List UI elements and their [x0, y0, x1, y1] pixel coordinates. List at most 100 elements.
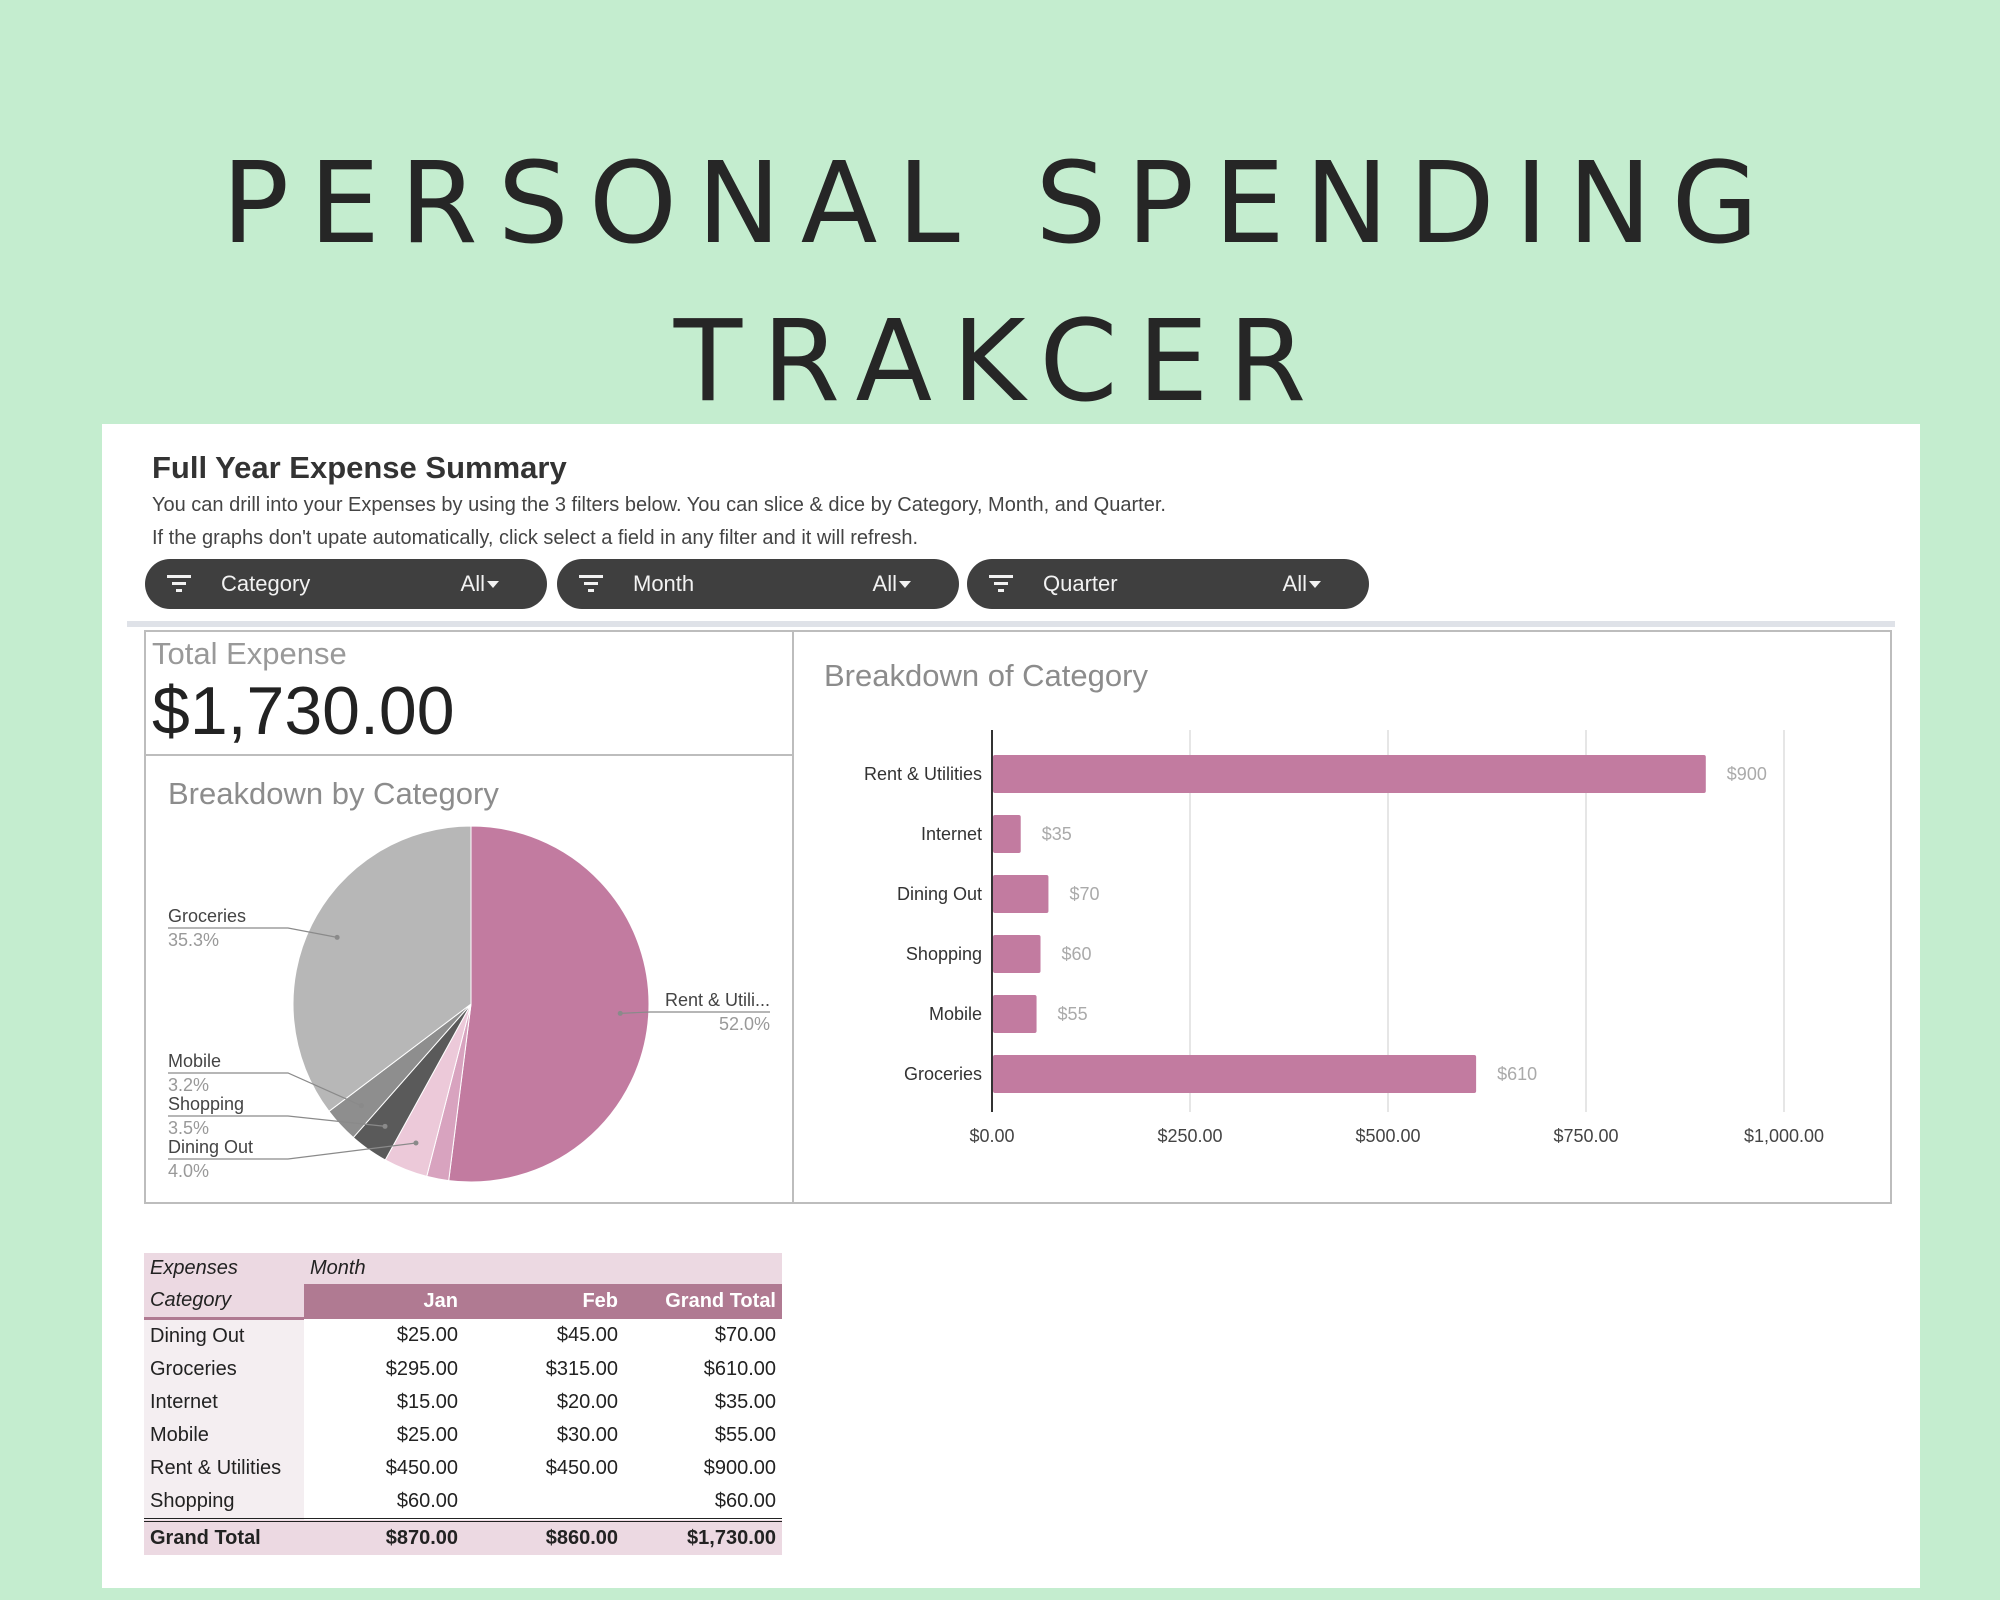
pivot-row-header: Category	[144, 1284, 304, 1320]
pivot-row-category: Rent & Utilities	[144, 1452, 304, 1485]
pie-chart-title: Breakdown by Category	[168, 776, 499, 811]
bar-value-label: $35	[1042, 824, 1072, 844]
bar-value-label: $60	[1062, 944, 1092, 964]
caret-down-icon[interactable]	[487, 581, 499, 588]
bar-value-label: $70	[1069, 884, 1099, 904]
pivot-cell: $450.00	[545, 1457, 618, 1479]
total-expense-label: Total Expense	[152, 636, 347, 671]
pie-slice-label: Groceries	[168, 906, 246, 926]
y-category-label: Dining Out	[897, 884, 982, 904]
pie-slice-label: Rent & Utili...	[665, 990, 770, 1010]
bar[interactable]	[993, 995, 1037, 1033]
pie-leader-dot	[413, 1140, 419, 1146]
pivot-total-cell: $870.00	[304, 1518, 464, 1555]
pivot-column-group-label: Month	[304, 1253, 782, 1284]
filter-month[interactable]: Month All	[557, 559, 959, 609]
x-tick-label: $500.00	[1355, 1126, 1420, 1146]
pivot-cell: $55.00	[714, 1424, 776, 1446]
pie-slice-percent: 3.2%	[168, 1075, 209, 1095]
pie-slice[interactable]	[292, 825, 472, 1113]
bar[interactable]	[993, 1055, 1477, 1093]
pie-slice-label: Mobile	[168, 1051, 221, 1071]
x-tick-label: $0.00	[969, 1126, 1014, 1146]
filter-category-label: Category	[221, 571, 311, 596]
pivot-corner-label: Expenses	[144, 1253, 304, 1284]
pivot-column-header: Feb	[464, 1284, 624, 1319]
pie-leader-line	[168, 1142, 417, 1160]
pivot-total-cell: $1,730.00	[624, 1518, 782, 1555]
sheet-title: Full Year Expense Summary	[152, 450, 567, 485]
y-category-label: Shopping	[906, 944, 982, 964]
filter-quarter-value[interactable]: All	[1282, 571, 1307, 596]
pivot-cell: $25.00	[396, 1424, 458, 1446]
bar-value-label: $55	[1058, 1004, 1088, 1024]
pie-slice[interactable]	[448, 825, 650, 1183]
headline-line-1: PERSONAL SPENDING	[221, 139, 1779, 269]
pivot-row: Shopping $60.00 $60.00	[144, 1485, 782, 1520]
pie-chart-panel: Breakdown by Category Rent & Utili... 52.…	[144, 754, 794, 1204]
filter-category-value[interactable]: All	[460, 571, 485, 596]
pivot-row-category: Groceries	[144, 1353, 304, 1386]
bar-chart-title: Breakdown of Category	[824, 658, 1148, 693]
filter-category[interactable]: Category All	[145, 559, 547, 609]
headline-line-2: TRAKCER	[673, 297, 1327, 427]
caret-down-icon[interactable]	[899, 581, 911, 588]
y-category-label: Internet	[921, 824, 982, 844]
bar-value-label: $900	[1727, 764, 1767, 784]
pie-leader-dot	[334, 934, 340, 940]
pivot-row: Rent & Utilities $450.00 $450.00 $900.00	[144, 1452, 782, 1485]
pivot-total-label: Grand Total	[144, 1518, 304, 1555]
bar[interactable]	[993, 755, 1706, 793]
y-category-label: Mobile	[929, 1004, 982, 1024]
pie-slice-percent: 35.3%	[168, 930, 219, 950]
pie-slice-label: Shopping	[168, 1094, 244, 1114]
pivot-cell: $450.00	[385, 1457, 458, 1479]
total-expense-card: Total Expense $1,730.00	[144, 630, 794, 756]
filter-month-label: Month	[633, 571, 695, 596]
filter-month-value[interactable]: All	[872, 571, 897, 596]
pivot-cell: $610.00	[703, 1358, 776, 1380]
pie-slice-percent: 4.0%	[168, 1161, 209, 1181]
bar[interactable]	[993, 815, 1021, 853]
bar[interactable]	[993, 935, 1041, 973]
pivot-cell: $30.00	[556, 1424, 618, 1446]
x-tick-label: $1,000.00	[1744, 1126, 1824, 1146]
pivot-cell: $20.00	[556, 1391, 618, 1413]
pivot-row-category: Shopping	[144, 1485, 304, 1520]
pivot-cell	[464, 1485, 624, 1520]
bar-chart-panel: Breakdown of Category $0.00 $250.00 $500.0…	[792, 630, 1892, 1204]
bar-value-label: $610	[1497, 1064, 1537, 1084]
filter-quarter-label: Quarter	[1043, 571, 1118, 596]
pivot-column-header: Grand Total	[624, 1284, 782, 1319]
pie-slice-label: Dining Out	[168, 1137, 253, 1157]
bar-chart: $0.00 $250.00 $500.00 $750.00 $1,000.00 Rent …	[864, 730, 1824, 1146]
filter-icon	[167, 575, 191, 592]
pivot-cell: $25.00	[396, 1324, 458, 1347]
pivot-row: Groceries $295.00 $315.00 $610.00	[144, 1353, 782, 1386]
pivot-total-row: Grand Total $870.00 $860.00 $1,730.00	[144, 1518, 782, 1555]
pivot-cell: $900.00	[703, 1457, 776, 1479]
spreadsheet-sheet: Full Year Expense Summary You can drill …	[102, 424, 1920, 1588]
pivot-row-category: Internet	[144, 1386, 304, 1419]
pivot-cell: $15.00	[396, 1391, 458, 1413]
pivot-row-category: Dining Out	[144, 1318, 304, 1353]
pivot-total-cell: $860.00	[464, 1518, 624, 1555]
pivot-cell: $60.00	[714, 1490, 776, 1512]
bar[interactable]	[993, 875, 1049, 913]
pie-slice-percent: 52.0%	[719, 1014, 770, 1034]
pie-chart: Rent & Utili... 52.0% Groceries 35.3% Mobile…	[168, 825, 770, 1183]
pivot-row: Mobile $25.00 $30.00 $55.00	[144, 1419, 782, 1452]
pivot-row: Dining Out $25.00 $45.00 $70.00	[144, 1318, 782, 1353]
pivot-cell: $60.00	[396, 1490, 458, 1512]
pie-slice-percent: 3.5%	[168, 1118, 209, 1138]
y-category-label: Rent & Utilities	[864, 764, 982, 784]
filter-quarter[interactable]: Quarter All	[967, 559, 1369, 609]
pie-leader-dot	[617, 1010, 623, 1016]
sheet-description-1: You can drill into your Expenses by usin…	[152, 494, 1166, 516]
pie-leader-line	[168, 1072, 362, 1107]
caret-down-icon[interactable]	[1309, 581, 1321, 588]
pivot-column-header: Jan	[304, 1284, 464, 1319]
pivot-cell: $70.00	[714, 1324, 776, 1347]
pivot-cell: $315.00	[545, 1358, 618, 1380]
pivot-cell: $35.00	[714, 1391, 776, 1413]
